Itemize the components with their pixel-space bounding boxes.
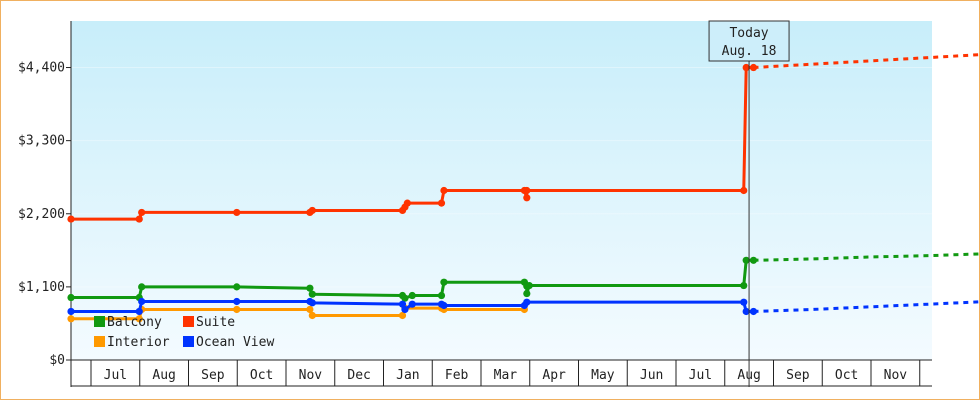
data-point-balcony — [138, 283, 146, 291]
data-point-balcony — [233, 283, 241, 291]
data-point-ocean-view — [440, 301, 448, 310]
y-tick-label: $2,200 — [18, 207, 65, 222]
data-point-balcony — [308, 290, 316, 298]
legend-label-interior: Interior — [107, 335, 170, 350]
data-point-ocean-view — [408, 300, 416, 308]
data-point-ocean-view — [749, 307, 758, 316]
data-point-balcony — [401, 294, 409, 302]
data-point-ocean-view — [308, 299, 316, 307]
data-point-interior — [67, 315, 75, 323]
data-point-suite — [440, 186, 448, 195]
data-point-balcony — [437, 291, 446, 300]
legend-label-balcony: Balcony — [107, 315, 162, 330]
x-tick-label: Apr — [542, 368, 566, 383]
data-point-ocean-view — [401, 305, 409, 314]
series-line-ocean-view — [71, 300, 754, 313]
data-point-balcony — [440, 278, 448, 286]
data-point-suite — [749, 63, 758, 72]
data-point-ocean-view — [523, 298, 531, 306]
today-date: Aug. 18 — [722, 44, 777, 59]
data-point-ocean-view — [742, 307, 750, 316]
data-point-ocean-view — [135, 307, 143, 316]
x-tick-label: Jul — [689, 368, 712, 383]
x-tick-label: Jun — [640, 368, 663, 383]
x-tick-label: Oct — [835, 368, 858, 383]
legend-swatch-interior — [94, 336, 105, 347]
data-point-interior — [308, 311, 316, 320]
data-point-interior — [233, 305, 241, 314]
data-point-balcony — [523, 289, 531, 298]
data-point-balcony — [740, 281, 748, 290]
x-tick-label: Feb — [445, 368, 469, 383]
series-layer — [67, 53, 980, 323]
y-tick-label: $4,400 — [18, 61, 65, 76]
data-point-suite — [740, 186, 748, 195]
today-label: Today — [729, 26, 768, 41]
legend-label-suite: Suite — [196, 315, 235, 330]
today-box — [708, 20, 790, 62]
data-point-suite — [308, 206, 316, 215]
y-tick-label: $0 — [49, 353, 65, 368]
x-tick-label: Jan — [396, 368, 419, 383]
today-marker: Today Aug. 18 — [708, 20, 790, 387]
data-point-balcony — [525, 281, 533, 290]
data-point-balcony — [749, 256, 758, 264]
data-point-interior — [306, 305, 314, 314]
data-point-ocean-view — [67, 307, 75, 316]
data-point-suite — [67, 215, 75, 223]
data-point-suite — [523, 186, 531, 195]
data-point-suite — [135, 215, 143, 223]
y-tick-label: $3,300 — [18, 134, 65, 149]
series-line-balcony — [71, 258, 754, 300]
data-point-interior — [135, 315, 143, 323]
x-tick-label: Nov — [884, 368, 908, 383]
data-point-interior — [398, 311, 407, 320]
data-point-balcony — [408, 291, 416, 300]
x-tick-label: Dec — [347, 368, 370, 383]
x-tick-label: Oct — [250, 368, 273, 383]
x-tick-label: Aug — [152, 368, 175, 383]
x-tick-label: May — [591, 368, 615, 383]
data-point-ocean-view — [740, 298, 748, 306]
data-point-ocean-view — [233, 297, 241, 306]
data-point-suite — [437, 199, 446, 207]
x-tick-label: Jul — [104, 368, 127, 383]
y-tick-label: $1,100 — [18, 280, 65, 295]
data-point-ocean-view — [138, 297, 146, 306]
data-point-suite — [233, 208, 241, 217]
data-point-balcony — [306, 284, 314, 292]
axis-layer: $0 $1,100 $2,200 $3,300 $4,400 Jul Aug Sep Oct No… — [18, 21, 932, 387]
x-tick-label: Sep — [201, 368, 225, 383]
x-tick-label: Sep — [786, 368, 810, 383]
data-point-suite — [403, 199, 411, 207]
legend-swatch-ocean-view — [183, 336, 194, 347]
x-tick-label: Nov — [299, 368, 323, 383]
data-point-balcony — [742, 256, 750, 264]
legend: Balcony Suite Interior Ocean View — [94, 315, 274, 350]
data-point-balcony — [67, 293, 75, 302]
legend-swatch-balcony — [94, 316, 105, 327]
data-point-suite — [742, 63, 750, 72]
legend-swatch-suite — [183, 316, 194, 327]
x-tick-label: Mar — [494, 368, 518, 383]
data-point-suite — [523, 194, 531, 202]
data-point-suite — [138, 208, 146, 217]
legend-label-ocean-view: Ocean View — [196, 335, 274, 350]
